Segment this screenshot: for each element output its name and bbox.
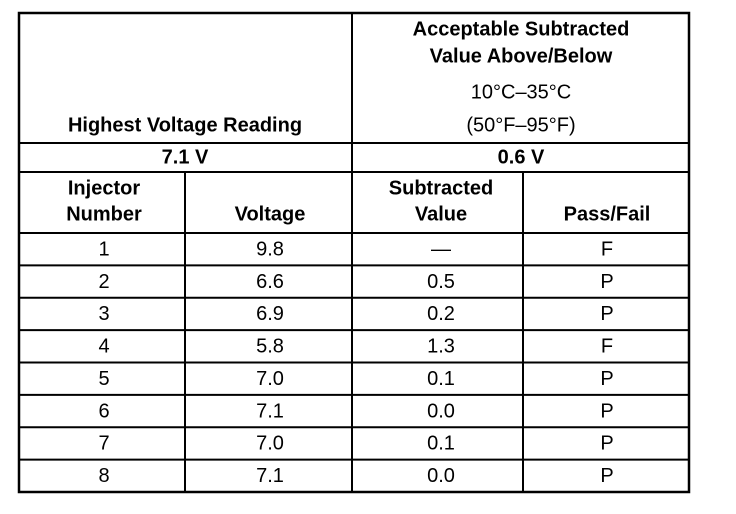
cell: 7 (98, 433, 109, 455)
column-header: Voltage (235, 203, 306, 225)
cell: 0.1 (427, 368, 455, 390)
cell: P (600, 303, 613, 325)
column-header: Number (66, 203, 142, 225)
cell: 8 (98, 465, 109, 487)
cell: P (600, 400, 613, 422)
cell: 7.0 (256, 368, 284, 390)
header-title: Value Above/Below (430, 45, 613, 67)
cell: 6.6 (256, 271, 284, 293)
highest-voltage: 7.1 V (162, 146, 209, 168)
table-border (17, 11, 691, 494)
column-header: Injector (68, 177, 140, 199)
cell: P (600, 368, 613, 390)
temperature: (50°F–95°F) (466, 114, 575, 136)
cell: 1 (98, 238, 109, 260)
cell: 6.9 (256, 303, 284, 325)
cell: 0.5 (427, 271, 455, 293)
cell: 0.1 (427, 433, 455, 455)
cell: 5.8 (256, 336, 284, 358)
header-title: Highest Voltage Reading (68, 114, 302, 136)
cell: 0.0 (427, 465, 455, 487)
cell: P (600, 271, 613, 293)
column-header: Pass/Fail (564, 203, 651, 225)
cell: 7.0 (256, 433, 284, 455)
cell: F (601, 238, 613, 260)
column-header: Subtracted (389, 177, 493, 199)
cell: 7.1 (256, 400, 284, 422)
acceptable-value: 0.6 V (498, 146, 545, 168)
cell: P (600, 433, 613, 455)
cell: 0.2 (427, 303, 455, 325)
cell: 2 (98, 271, 109, 293)
cell: P (600, 465, 613, 487)
cell: 9.8 (256, 238, 284, 260)
cell: 5 (98, 368, 109, 390)
cell: 3 (98, 303, 109, 325)
temperature: 10°C–35°C (471, 81, 572, 103)
cell: — (431, 238, 451, 260)
cell: 4 (98, 336, 109, 358)
cell: 0.0 (427, 400, 455, 422)
column-header: Value (415, 203, 467, 225)
cell: 6 (98, 400, 109, 422)
cell: 1.3 (427, 336, 455, 358)
cell: F (601, 336, 613, 358)
header-title: Acceptable Subtracted (413, 18, 630, 40)
cell: 7.1 (256, 465, 284, 487)
